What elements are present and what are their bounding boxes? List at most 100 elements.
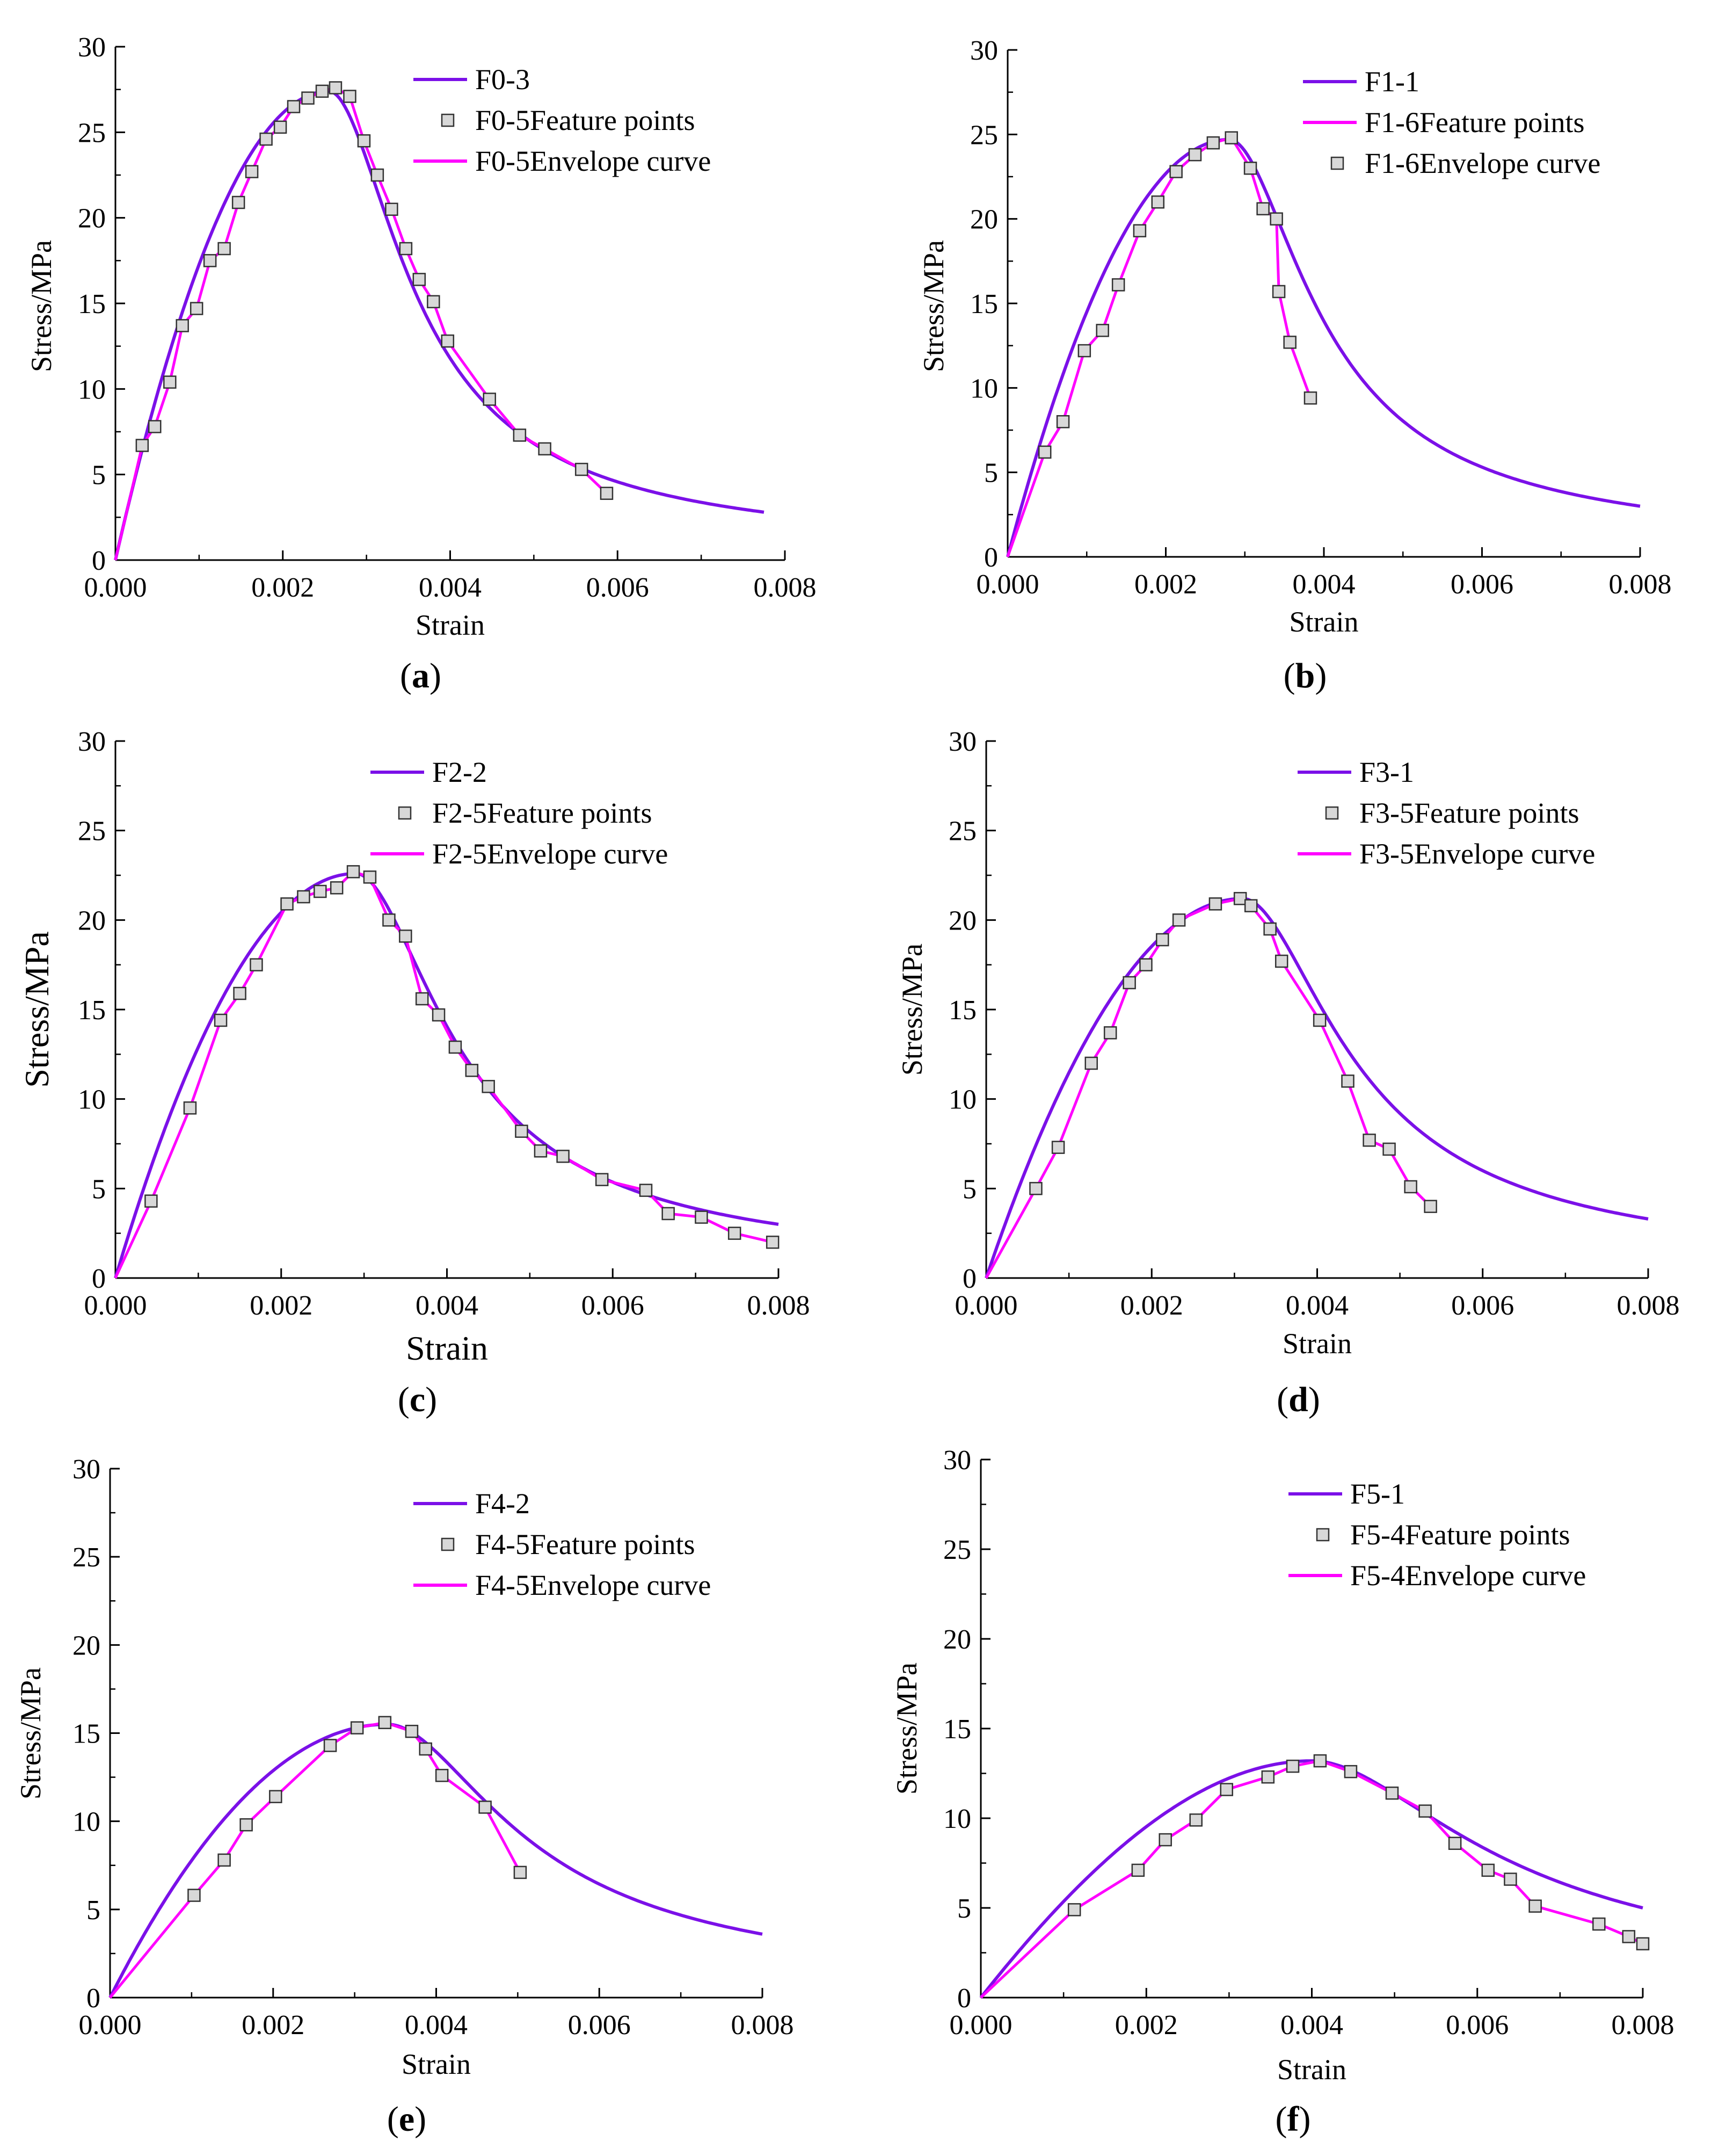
feature-point [385, 202, 398, 216]
envelope-curve [980, 1759, 1644, 1999]
feature-point [1051, 1141, 1065, 1154]
chart-panel-a: 0 5 10 15 20 25 30 0.000 0.002 0.004 0.006 0.008 Str… [25, 32, 817, 695]
feature-point [1172, 913, 1186, 927]
x-axis-title: Strain [1277, 2053, 1346, 2086]
y-tick-label: 0 [984, 542, 998, 573]
y-tick-label: 30 [72, 1454, 100, 1485]
feature-point [1188, 148, 1202, 162]
feature-point [1283, 336, 1297, 349]
feature-point [297, 890, 310, 904]
y-tick-label: 0 [957, 1983, 971, 2014]
feature-point [1448, 1836, 1462, 1850]
legend-entry-points: F2-5Feature points [398, 797, 652, 829]
y-tick-label: 25 [78, 816, 106, 847]
feature-point [1156, 933, 1169, 947]
legend-label: F3-5Feature points [1359, 797, 1579, 829]
feature-point [600, 487, 614, 500]
feature-point [144, 1194, 158, 1208]
legend-entry-model: F0-3 [413, 63, 530, 96]
x-tick-label: 0.004 [419, 572, 482, 603]
y-tick-label: 30 [943, 1445, 971, 1476]
legend-marker-square [1330, 156, 1344, 170]
feature-point [727, 1226, 741, 1240]
y-tick-label: 0 [92, 546, 106, 576]
feature-point [1103, 1026, 1117, 1040]
legend-marker-square [441, 1537, 455, 1551]
envelope-curve [114, 870, 773, 1279]
x-tick-label: 0.002 [1120, 1290, 1183, 1321]
feature-point [1303, 391, 1317, 405]
x-axis-title: Strain [1290, 606, 1359, 638]
y-tick-label: 25 [943, 1535, 971, 1565]
feature-point [1038, 445, 1052, 459]
y-axis-title: Stress/MPa [14, 1667, 47, 1799]
y-tick-label: 15 [72, 1719, 100, 1750]
legend-entry-points: F3-5Feature points [1325, 797, 1579, 829]
feature-point [1385, 1786, 1399, 1800]
feature-point [483, 393, 497, 406]
feature-point [329, 81, 343, 95]
feature-point [1206, 136, 1220, 150]
x-tick-label: 0.002 [251, 572, 314, 603]
legend-entry-model: F5-1 [1288, 1478, 1405, 1510]
legend-label: F1-6Feature points [1365, 106, 1584, 139]
feature-point [239, 1818, 253, 1832]
x-tick-label: 0.006 [581, 1290, 644, 1321]
legend-entry-points: F0-5Feature points [441, 104, 695, 136]
x-tick-label: 0.008 [754, 572, 817, 603]
legend-label: F5-4Envelope curve [1350, 1559, 1586, 1592]
y-tick-label: 20 [970, 205, 998, 235]
feature-point [482, 1080, 495, 1093]
legend-entry-envelope: F5-4Envelope curve [1288, 1559, 1586, 1592]
feature-point [301, 91, 315, 105]
feature-point [233, 986, 246, 1000]
x-tick-label: 0.000 [977, 569, 1039, 600]
x-tick-label: 0.006 [1451, 569, 1513, 600]
y-tick-label: 25 [949, 816, 977, 847]
legend-entry-model: F2-2 [370, 756, 487, 788]
x-tick-label: 0.008 [731, 2010, 794, 2041]
feature-point [1313, 1013, 1327, 1027]
y-axis-title: Stress/MPa [18, 931, 56, 1088]
panel-label: (a) [400, 656, 441, 695]
feature-point [534, 1144, 548, 1158]
feature-point [1189, 1813, 1203, 1827]
x-tick-label: 0.006 [1446, 2010, 1509, 2041]
envelope-curve [985, 897, 1432, 1279]
feature-point [1263, 922, 1277, 936]
x-tick-label: 0.008 [1609, 569, 1672, 600]
feature-point [766, 1236, 780, 1249]
feature-point [357, 134, 371, 148]
envelope-curve [1006, 136, 1312, 557]
x-tick-label: 0.004 [416, 1290, 478, 1321]
legend-label: F3-5Envelope curve [1359, 838, 1595, 870]
feature-point [1481, 1863, 1495, 1877]
y-tick-label: 30 [78, 727, 106, 757]
feature-point [639, 1184, 653, 1197]
feature-point [595, 1173, 609, 1186]
model-curve-F5-1 [979, 1759, 1643, 1999]
legend-marker-square [398, 806, 412, 820]
feature-point [695, 1210, 708, 1224]
feature-point [515, 1124, 528, 1138]
feature-point [370, 168, 384, 182]
legend-entry-model: F1-1 [1303, 66, 1419, 98]
feature-point [1261, 1770, 1275, 1784]
y-tick-label: 25 [78, 118, 106, 148]
feature-point [217, 242, 231, 256]
feature-point [1133, 224, 1147, 237]
y-tick-label: 15 [970, 289, 998, 320]
feature-point [513, 1865, 527, 1879]
panel-label: (e) [387, 2100, 426, 2139]
feature-point [1233, 892, 1247, 905]
feature-point [187, 1889, 201, 1902]
y-tick-label: 25 [970, 120, 998, 150]
legend-entry-points: F1-6Envelope curve [1330, 147, 1600, 179]
feature-point [315, 84, 329, 98]
legend-label: F3-1 [1359, 756, 1414, 788]
feature-point [1272, 285, 1286, 299]
y-tick-label: 5 [963, 1174, 977, 1204]
feature-point [269, 1790, 282, 1803]
y-tick-label: 0 [86, 1983, 100, 2014]
y-tick-label: 20 [943, 1624, 971, 1655]
